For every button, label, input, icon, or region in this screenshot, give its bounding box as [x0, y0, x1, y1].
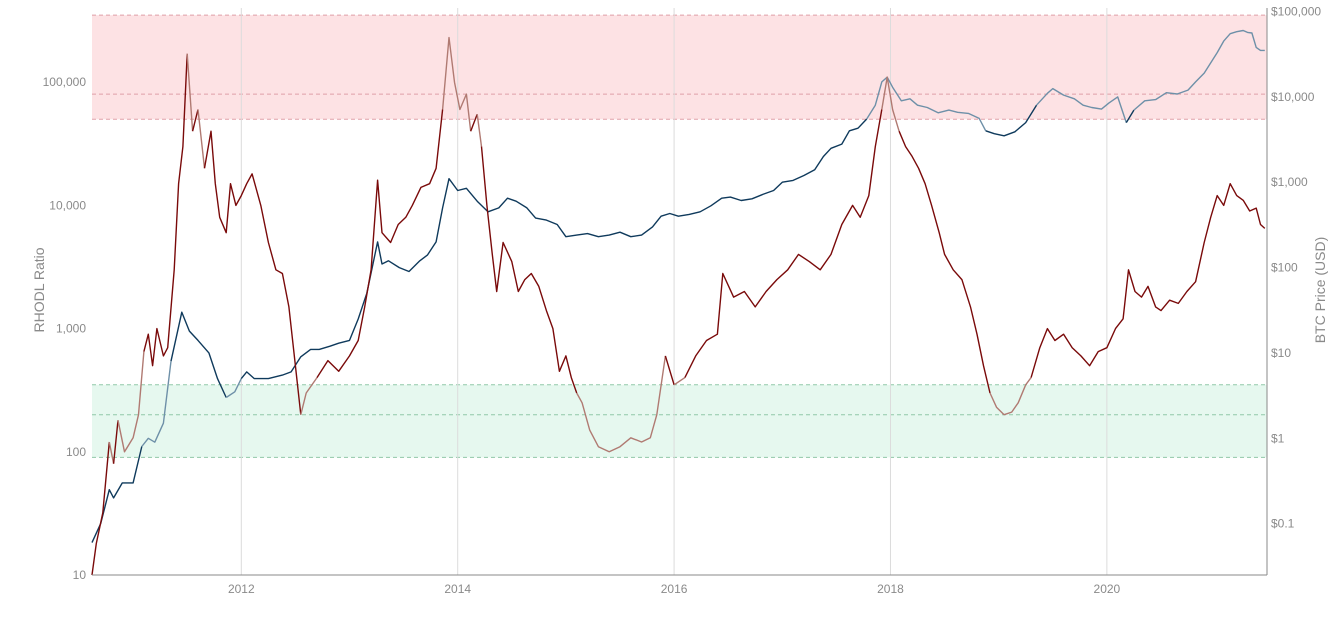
rhodl-ratio-line-segment	[108, 441, 115, 464]
rhodl-ratio-line-segment	[664, 355, 675, 386]
x-tick-label: 2012	[228, 582, 255, 596]
x-tick-label: 2018	[877, 582, 904, 596]
right-tick-label: $1,000	[1271, 175, 1308, 189]
rhodl-ratio-line-segment	[300, 377, 318, 415]
rhodl-ratio-line-segment	[117, 351, 145, 453]
left-tick-label: 10,000	[49, 198, 86, 212]
rhodl-ratio-line-segment	[470, 113, 478, 132]
x-tick-label: 2014	[444, 582, 471, 596]
zones-layer	[92, 14, 1267, 458]
rhodl-ratio-line-segment	[191, 109, 199, 132]
btc-price-line-segment	[1133, 29, 1265, 111]
rhodl-ratio-line-segment	[881, 76, 900, 132]
left-tick-label: 100	[66, 445, 86, 459]
btc-price-line-segment	[1125, 109, 1135, 123]
btc-price-line-segment	[170, 311, 227, 398]
rhodl-ratio-line-segment	[480, 146, 578, 394]
rhodl-ratio-line-segment	[1030, 183, 1266, 378]
grid-layer	[240, 8, 1108, 575]
left-axis-title: RHODL Ratio	[31, 247, 47, 332]
btc-price-line-segment	[985, 104, 1038, 137]
right-tick-label: $10	[1271, 346, 1291, 360]
rhodl-ratio-line-segment	[316, 109, 444, 378]
rhodl-ratio-line-segment	[476, 114, 483, 147]
axes-layer	[92, 8, 1268, 576]
right-tick-label: $100,000	[1271, 5, 1321, 19]
btc-price-line-segment	[225, 378, 242, 399]
rhodl-ratio-line-segment	[576, 355, 667, 453]
x-tick-label: 2016	[661, 582, 688, 596]
btc-price-line-segment	[866, 76, 987, 132]
rhodl-ratio-line-segment	[684, 109, 883, 378]
right-tick-label: $1	[1271, 431, 1285, 445]
right-tick-label: $10,000	[1271, 90, 1315, 104]
rhodl-ratio-line-segment	[203, 130, 302, 415]
left-tick-label: 10	[73, 568, 87, 582]
btc-price-line-segment	[240, 118, 868, 380]
high-zone-band	[92, 15, 1267, 120]
rhodl-ratio-line-segment	[186, 53, 194, 132]
rhodl-ratio-line-segment	[112, 420, 119, 464]
rhodl-ratio-line-segment	[91, 441, 110, 576]
left-tick-label: 100,000	[43, 75, 87, 89]
rhodl-ratio-line-segment	[989, 377, 1032, 416]
x-tick-label: 2020	[1094, 582, 1121, 596]
rhodl-ratio-line-segment	[197, 109, 206, 169]
low-zone-band	[92, 384, 1267, 458]
right-tick-label: $100	[1271, 261, 1298, 275]
right-tick-label: $0.1	[1271, 517, 1295, 531]
rhodl-ratio-line-segment	[143, 53, 188, 367]
left-tick-label: 1,000	[56, 322, 86, 336]
rhodl-ratio-line-segment	[898, 130, 991, 394]
series-layer	[91, 29, 1266, 576]
rhodl-ratio-line-segment	[441, 36, 472, 132]
rhodl-ratio-line-segment	[673, 377, 686, 386]
btc-price-line-segment	[141, 361, 172, 447]
btc-price-line-segment	[1035, 87, 1127, 123]
labels-layer: RHODL Ratio BTC Price (USD) 2012 2014 2016…	[31, 5, 1328, 596]
right-axis-title: BTC Price (USD)	[1312, 237, 1328, 344]
